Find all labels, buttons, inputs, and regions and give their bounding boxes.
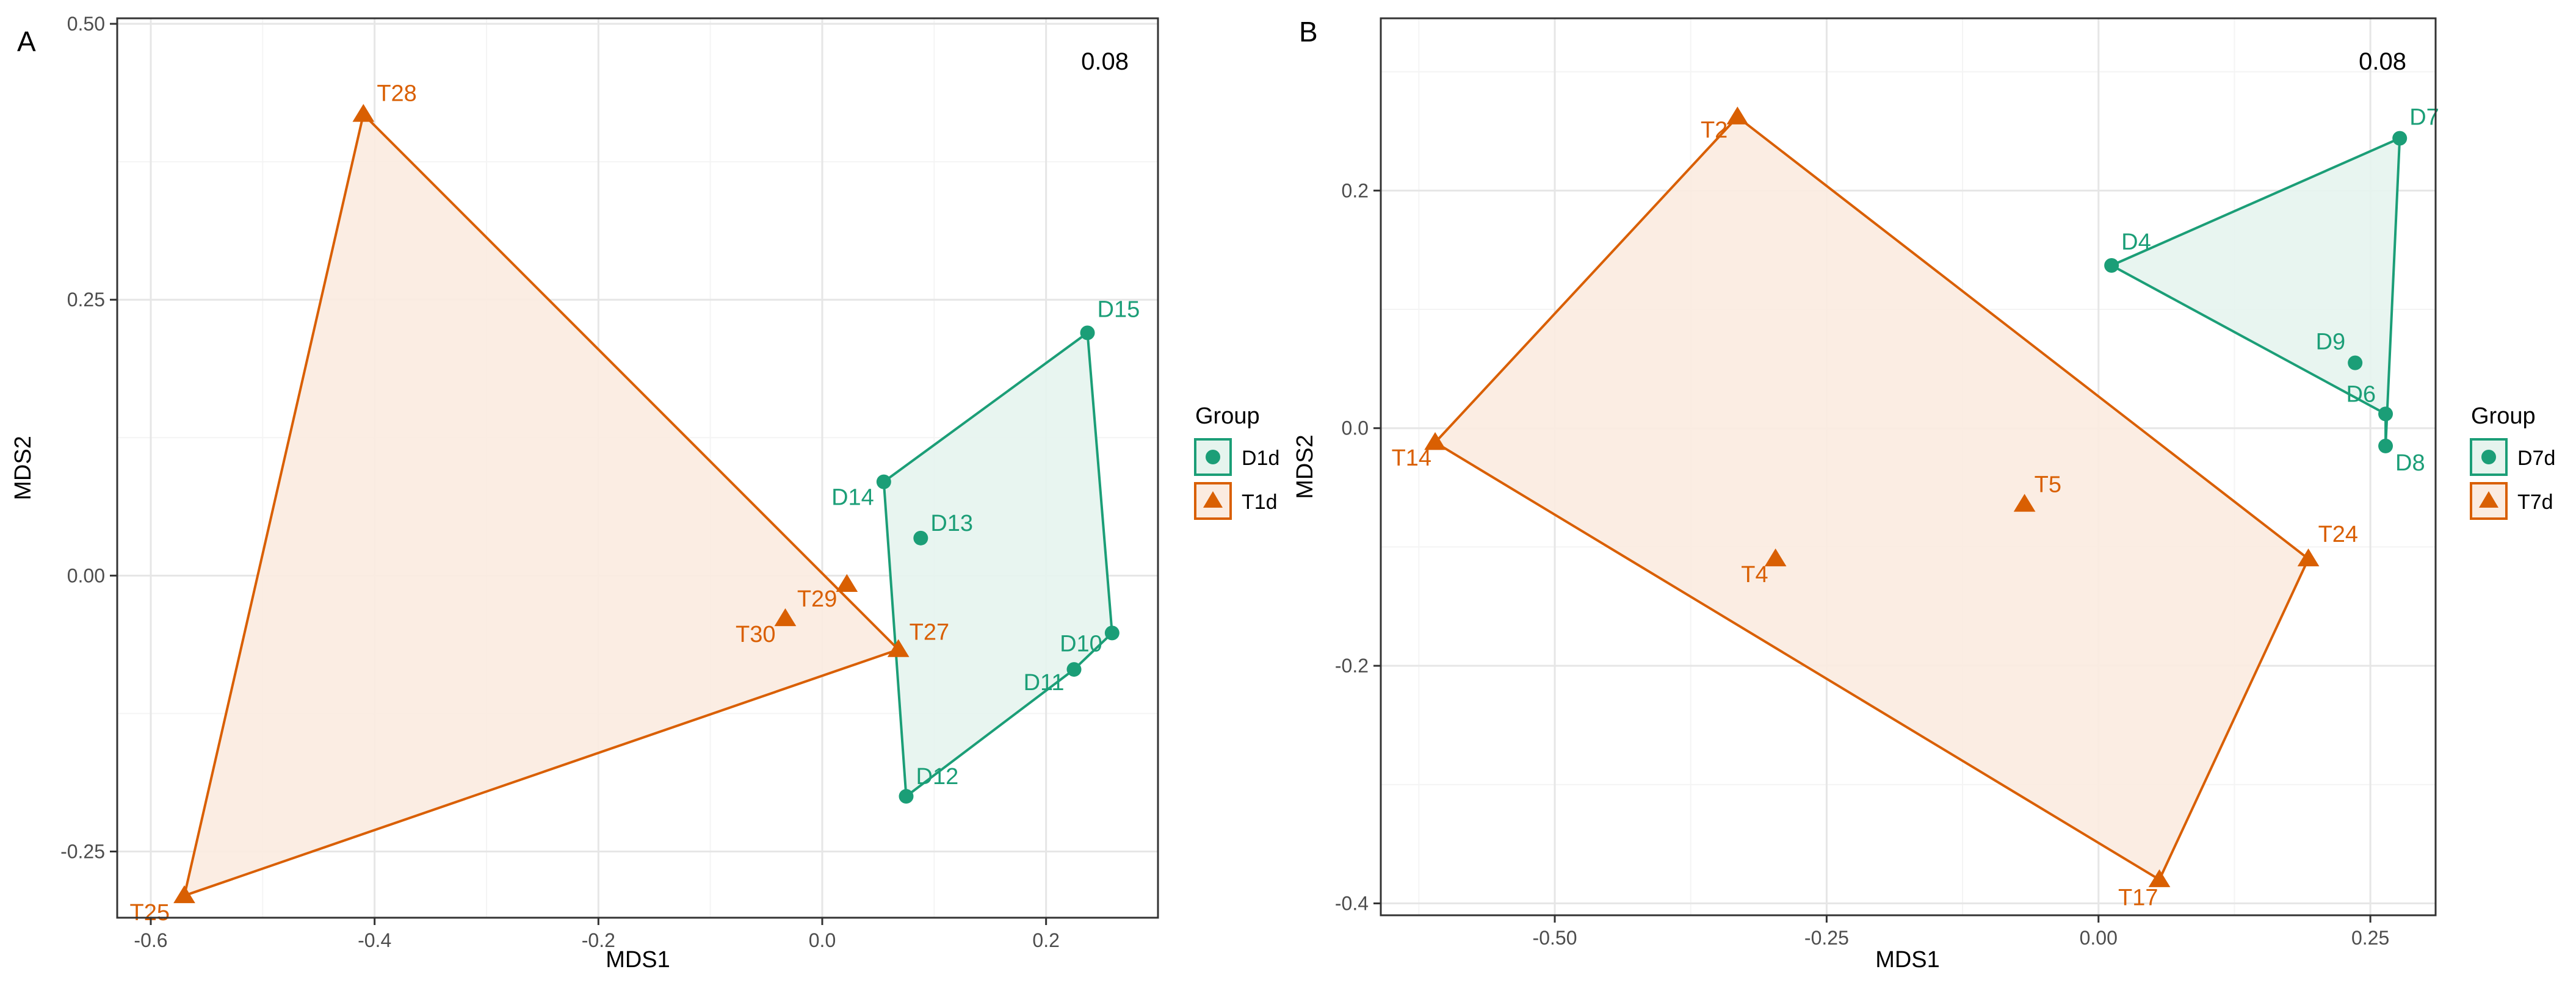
panel-label: A <box>17 26 36 57</box>
legend-marker-circle <box>2481 450 2496 464</box>
point-d4 <box>2104 257 2119 273</box>
point-label-t5: T5 <box>2035 472 2061 497</box>
point-label-t14: T14 <box>1392 445 1431 471</box>
point-d9 <box>2348 355 2363 370</box>
point-t24 <box>2297 548 2320 567</box>
point-d14 <box>876 474 891 489</box>
point-label-d10: D10 <box>1060 631 1102 657</box>
x-axis-title: MDS1 <box>606 947 670 973</box>
legend-label: T1d <box>1242 491 1278 514</box>
point-d8 <box>2378 438 2393 453</box>
point-label-t17: T17 <box>2118 885 2158 911</box>
hull-t1d <box>183 113 900 897</box>
point-t14 <box>1424 432 1446 450</box>
point-t27 <box>887 639 910 657</box>
point-label-t28: T28 <box>377 81 416 106</box>
plot-frame <box>116 17 1159 919</box>
point-d10 <box>1104 625 1120 641</box>
legend-marker-triangle <box>2479 491 2498 508</box>
point-t5 <box>2013 494 2036 512</box>
point-label-d7: D7 <box>2409 105 2439 131</box>
point-t29 <box>836 574 858 592</box>
panel-a: D15 D14 D13 D10 D11 D12 T28 T29 T30 T27 T25 -0.6 -0.… <box>10 13 1279 973</box>
point-label-d6: D6 <box>2346 381 2376 407</box>
point-label-t2: T2 <box>1701 118 1728 143</box>
x-tick-label: 0.2 <box>1032 929 1059 951</box>
point-label-d12: D12 <box>916 764 959 790</box>
point-label-t30: T30 <box>736 622 775 647</box>
x-tick-label: 0.25 <box>2351 927 2389 949</box>
y-axis-title: MDS2 <box>1292 434 1318 499</box>
point-label-d13: D13 <box>930 511 973 536</box>
y-tick-label: -0.4 <box>1335 893 1369 915</box>
legend-title: Group <box>2471 403 2536 429</box>
y-tick-label: -0.25 <box>60 840 105 862</box>
x-axis-title: MDS1 <box>1875 947 1940 973</box>
hull-d1d <box>882 331 1113 798</box>
x-tick-label: -0.2 <box>582 929 615 951</box>
point-d13 <box>913 530 928 546</box>
x-tick-label: -0.4 <box>358 929 391 951</box>
x-tick-label: -0.50 <box>1533 927 1577 949</box>
point-label-d14: D14 <box>831 485 874 511</box>
point-t4 <box>1764 548 1787 567</box>
point-label-d8: D8 <box>2395 450 2425 476</box>
point-label-d11: D11 <box>1024 670 1065 696</box>
point-t25 <box>173 885 195 904</box>
point-label-d4: D4 <box>2121 229 2151 255</box>
point-label-d9: D9 <box>2316 329 2346 355</box>
point-label-t27: T27 <box>910 620 949 646</box>
point-label-t4: T4 <box>1741 562 1768 588</box>
legend-label: D1d <box>1242 447 1279 470</box>
point-d7 <box>2392 131 2408 146</box>
y-axis-title: MDS2 <box>10 436 36 500</box>
x-tick-label: 0.00 <box>2080 927 2118 949</box>
point-t17 <box>2148 869 2171 887</box>
point-t30 <box>774 608 797 627</box>
legend-label: T7d <box>2517 491 2553 514</box>
legend-marker-circle <box>1206 450 1220 464</box>
x-tick-label: 0.0 <box>809 929 836 951</box>
stress-value: 0.08 <box>2359 48 2406 75</box>
point-label-t29: T29 <box>797 586 837 612</box>
y-tick-label: 0.00 <box>67 564 105 586</box>
point-d6 <box>2378 406 2393 422</box>
y-tick-label: 0.50 <box>67 13 105 35</box>
point-label-t24: T24 <box>2318 522 2358 547</box>
x-tick-label: -0.6 <box>134 929 167 951</box>
plot-frame <box>1380 17 2437 916</box>
y-tick-label: 0.25 <box>67 289 105 311</box>
y-tick-label: 0.2 <box>1342 179 1369 201</box>
x-tick-label: -0.25 <box>1804 927 1849 949</box>
legend-marker-triangle <box>1203 491 1223 508</box>
y-tick-label: 0.0 <box>1342 417 1369 439</box>
point-label-t25: T25 <box>130 900 170 926</box>
point-d11 <box>1066 662 1082 677</box>
point-label-d15: D15 <box>1098 297 1140 322</box>
stress-value: 0.08 <box>1081 48 1129 75</box>
legend-title: Group <box>1195 403 1260 429</box>
point-d15 <box>1080 325 1095 340</box>
point-t28 <box>352 104 375 122</box>
legend-label: D7d <box>2517 447 2555 470</box>
point-t2 <box>1726 106 1749 124</box>
panel-label: B <box>1299 16 1318 48</box>
point-d12 <box>899 789 914 804</box>
y-tick-label: -0.2 <box>1335 655 1369 677</box>
